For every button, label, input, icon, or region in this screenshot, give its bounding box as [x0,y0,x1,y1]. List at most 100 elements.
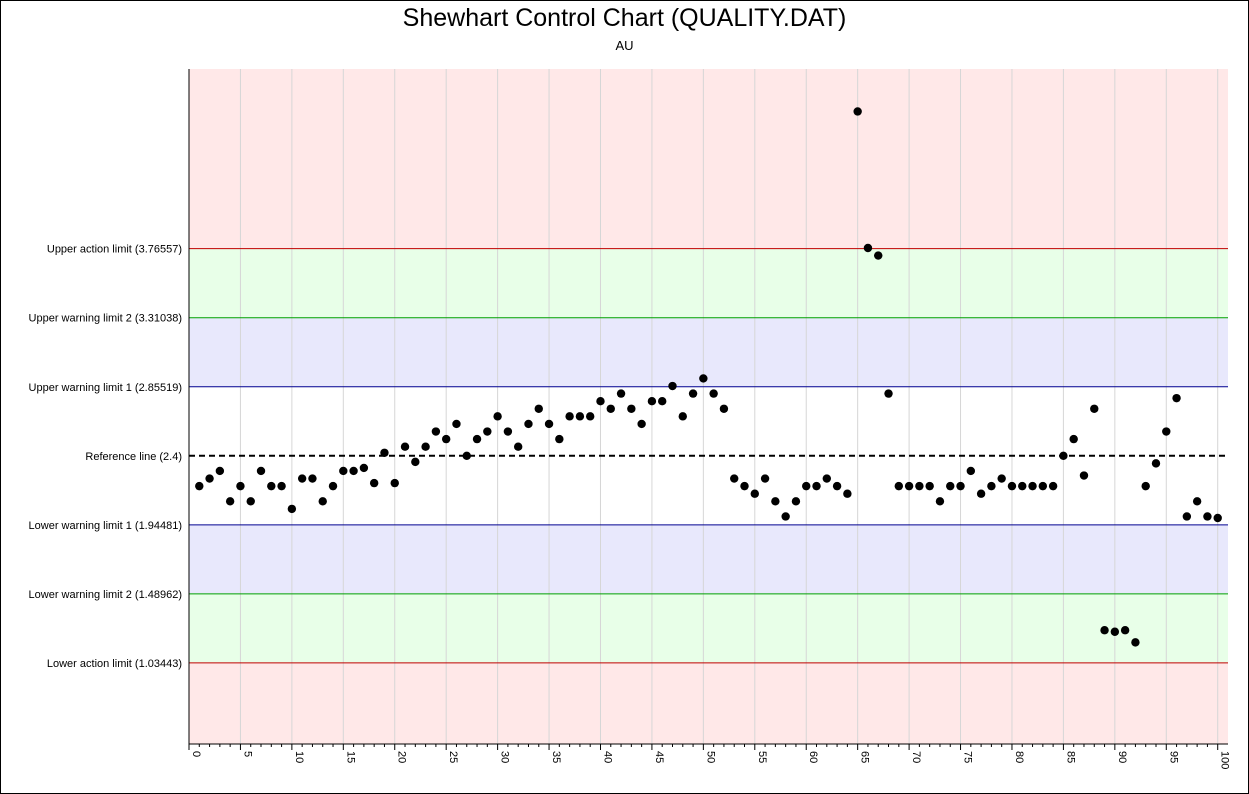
x-tick-label-70: 70 [910,751,922,763]
data-point-60 [802,481,811,491]
data-point-43 [627,404,636,413]
data-point-48 [678,412,687,421]
data-point-94 [1151,459,1161,468]
x-tick-label-65: 65 [859,751,871,763]
data-point-81 [1018,481,1027,491]
data-point-54 [740,481,749,491]
data-point-49 [688,389,698,398]
data-point-37 [565,412,574,421]
data-point-42 [616,389,626,398]
data-point-5 [236,481,245,491]
data-point-50 [699,374,708,383]
data-point-19 [380,448,389,457]
data-point-36 [555,434,564,444]
data-point-24 [431,427,441,436]
x-tick-label-25: 25 [447,751,459,763]
data-points [195,107,1222,647]
data-point-74 [946,481,955,491]
data-point-88 [1090,404,1099,413]
limit-label-3: Reference line (2.4) [85,451,182,463]
data-point-9 [277,481,286,491]
data-point-84 [1048,481,1058,491]
data-point-73 [935,497,945,506]
data-point-28 [472,434,482,444]
data-point-3 [215,466,225,476]
data-point-7 [256,466,266,476]
data-point-26 [452,419,461,429]
data-point-11 [297,474,307,483]
data-point-59 [791,497,801,506]
data-point-8 [267,481,276,491]
grid-lines [239,69,1219,744]
data-point-70 [904,481,914,491]
limit-lines: Upper action limit (3.76557) Upper warnin… [29,244,1228,670]
zone-band-6 [189,662,1228,744]
x-tick-label-95: 95 [1167,751,1179,763]
data-point-89 [1100,626,1109,635]
limit-label-0: Upper action limit (3.76557) [47,244,182,256]
data-point-41 [606,404,615,413]
zone-band-2 [189,317,1228,387]
data-point-22 [411,457,420,467]
data-point-14 [328,481,338,491]
data-point-75 [956,481,965,491]
data-point-61 [812,481,821,491]
data-point-97 [1182,512,1192,521]
data-point-44 [637,419,646,429]
x-tick-label-30: 30 [499,751,511,763]
data-point-25 [441,434,451,444]
limit-label-4: Lower warning limit 1 (1.94481) [29,520,182,532]
data-point-47 [668,381,677,391]
data-point-91 [1120,626,1130,635]
x-tick-label-85: 85 [1064,751,1076,763]
x-tick-label-45: 45 [653,751,665,763]
data-point-69 [894,481,904,491]
data-point-15 [339,466,348,476]
data-point-87 [1079,471,1089,480]
data-point-33 [524,419,533,429]
x-tick-label-75: 75 [962,751,974,763]
x-tick-label-0: 0 [190,751,202,757]
x-tick-label-15: 15 [344,751,356,763]
x-tick-label-50: 50 [704,751,716,763]
x-tick-label-10: 10 [293,751,305,763]
data-point-92 [1131,638,1140,647]
data-point-52 [719,404,729,413]
data-point-6 [246,497,255,506]
data-point-68 [884,389,893,398]
data-point-53 [730,474,739,483]
data-point-34 [534,404,543,413]
data-point-10 [287,504,297,514]
data-point-80 [1007,481,1017,491]
data-point-90 [1110,627,1120,636]
data-point-13 [318,497,327,506]
data-point-12 [308,474,317,483]
zone-band-4 [189,524,1228,594]
data-point-1 [195,481,204,491]
data-point-18 [369,478,379,488]
data-point-82 [1028,481,1037,491]
data-point-63 [832,481,842,491]
data-point-46 [658,396,667,406]
data-point-95 [1162,427,1171,436]
axes: 0 5 10 15 20 25 30 35 40 45 50 55 60 65 70 75 80 85 90 95 10… [188,69,1231,769]
data-point-2 [205,474,214,483]
chart-title: Shewhart Control Chart (QUALITY.DAT) [402,4,847,32]
data-point-76 [966,466,976,476]
data-point-31 [503,427,513,436]
data-point-98 [1192,497,1202,506]
data-point-27 [462,451,471,460]
x-tick-label-90: 90 [1116,751,1128,763]
data-point-58 [781,512,790,521]
data-point-78 [987,481,996,491]
data-point-85 [1059,451,1068,460]
limit-label-5: Lower warning limit 2 (1.48962) [29,589,182,601]
limit-label-2: Upper warning limit 1 (2.85519) [29,382,182,394]
zone-bands [189,69,1228,744]
data-point-66 [863,243,873,253]
x-tick-label-35: 35 [550,751,562,763]
data-point-100 [1213,513,1222,523]
data-point-32 [513,442,523,451]
data-point-30 [493,412,502,421]
